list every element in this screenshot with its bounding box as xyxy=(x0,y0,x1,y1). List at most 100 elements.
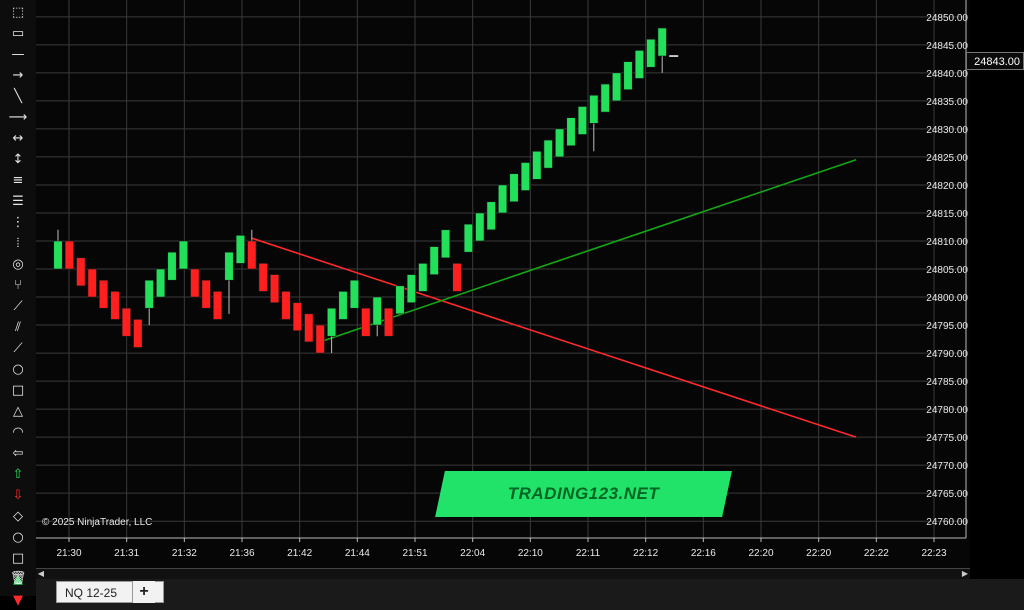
arrow-down-icon[interactable]: ⇩ xyxy=(12,488,24,503)
renko-brick xyxy=(361,307,371,337)
selection-icon[interactable]: ▭ xyxy=(11,26,25,41)
x-tick-label: 21:31 xyxy=(114,548,139,559)
renko-brick xyxy=(384,307,394,337)
rectangle-icon[interactable]: □ xyxy=(11,383,25,398)
add-tab-button[interactable]: + xyxy=(132,581,155,603)
fib-retracement-icon[interactable]: ☰ xyxy=(12,194,24,209)
y-tick-label: 24770.00 xyxy=(926,461,968,472)
renko-brick xyxy=(566,117,576,147)
renko-brick xyxy=(463,223,473,253)
parallel-lines-icon[interactable]: ⫽ xyxy=(15,320,21,335)
renko-brick xyxy=(178,240,188,270)
trendline-down[interactable] xyxy=(251,237,857,438)
renko-brick xyxy=(612,72,622,102)
horizontal-lines-icon[interactable]: ≡ xyxy=(12,173,24,188)
y-tick-label: 24820.00 xyxy=(926,181,968,192)
renko-brick xyxy=(144,279,154,309)
trendlines xyxy=(251,158,857,438)
ellipse-icon[interactable]: ○ xyxy=(12,362,24,377)
y-tick-label: 24780.00 xyxy=(926,405,968,416)
andrews-pitchfork-icon[interactable]: ⑂ xyxy=(14,278,22,293)
time-lines-icon[interactable]: ⦙ xyxy=(16,236,20,251)
renko-brick xyxy=(532,151,542,180)
y-tick-label: 24825.00 xyxy=(926,153,968,164)
trendline-up[interactable] xyxy=(319,158,857,343)
x-tick-label: 21:51 xyxy=(402,548,427,559)
x-tick-label: 22:04 xyxy=(460,548,485,559)
renko-brick xyxy=(133,319,143,348)
renko-brick xyxy=(418,263,428,292)
renko-brick xyxy=(121,307,131,337)
renko-brick xyxy=(429,246,439,275)
ruler-icon[interactable]: ⇦ xyxy=(12,446,24,461)
y-tick-label: 24840.00 xyxy=(926,69,968,80)
triangle-up-icon[interactable]: ▲ xyxy=(13,572,23,587)
arrow-up-icon[interactable]: ⇧ xyxy=(12,467,24,482)
y-tick-label: 24850.00 xyxy=(926,13,968,24)
circle-icon[interactable]: ○ xyxy=(12,530,24,545)
triangle-down-icon[interactable]: ▼ xyxy=(13,593,23,608)
scroll-right-icon[interactable]: ▶ xyxy=(961,569,969,578)
renko-brick xyxy=(349,279,359,309)
dotted-rect-icon[interactable]: ⬚ xyxy=(11,5,25,20)
triangle-icon[interactable]: △ xyxy=(13,404,23,419)
renko-brick xyxy=(543,139,553,169)
renko-brick xyxy=(201,279,211,309)
spiral-icon[interactable]: ◎ xyxy=(12,257,24,272)
renko-brick xyxy=(623,61,633,90)
renko-brick xyxy=(53,240,63,270)
arc-icon[interactable]: ◠ xyxy=(12,425,24,440)
regression-channel-icon[interactable]: ⟋ xyxy=(13,341,23,356)
renko-brick xyxy=(338,291,348,320)
axes: 24850.00 24845.00 24840.00 24835.00 24830.00… xyxy=(36,0,968,559)
x-tick-label: 22:10 xyxy=(518,548,543,559)
diagonal-line-icon[interactable]: ╲ xyxy=(14,89,22,104)
renko-brick xyxy=(600,83,610,113)
ray-icon[interactable]: → xyxy=(12,68,24,83)
x-tick-label: 21:42 xyxy=(287,548,312,559)
renko-brick xyxy=(634,50,644,79)
renko-brick xyxy=(589,94,599,124)
y-tick-label: 24760.00 xyxy=(926,517,968,528)
renko-brick xyxy=(156,268,166,298)
renko-brick xyxy=(475,212,485,242)
brand-text[interactable]: TRADING123.NET xyxy=(507,484,660,503)
vertical-line-icon[interactable]: ↕ xyxy=(12,152,24,167)
arrow-line-icon[interactable]: ⟶ xyxy=(8,110,28,125)
renko-brick xyxy=(304,313,314,343)
gann-fan-icon[interactable]: ⟋ xyxy=(13,299,23,314)
y-tick-label: 24765.00 xyxy=(926,489,968,500)
renko-brick xyxy=(509,173,519,203)
x-tick-label: 21:32 xyxy=(172,548,197,559)
renko-brick xyxy=(486,201,496,231)
scroll-left-icon[interactable]: ◀ xyxy=(37,569,45,578)
x-tick-label: 22:16 xyxy=(691,548,716,559)
renko-brick xyxy=(258,263,268,292)
renko-brick xyxy=(110,291,120,320)
x-tick-label: 22:20 xyxy=(806,548,831,559)
renko-brick xyxy=(224,251,234,281)
renko-brick xyxy=(87,268,97,298)
renko-brick xyxy=(167,251,177,281)
renko-brick xyxy=(270,274,280,303)
trash-icon[interactable]: 🗑 xyxy=(9,571,27,586)
x-tick-label: 21:30 xyxy=(56,548,81,559)
fib-extension-icon[interactable]: ⋮ xyxy=(11,215,25,230)
extended-line-icon[interactable]: ↔ xyxy=(12,131,24,146)
horizontal-scrollbar[interactable]: ◀ ▶ xyxy=(36,568,970,579)
renko-brick xyxy=(577,106,587,135)
square-icon[interactable]: □ xyxy=(11,551,25,566)
line-icon[interactable]: — xyxy=(11,47,25,62)
y-tick-label: 24815.00 xyxy=(926,209,968,220)
renko-brick xyxy=(99,279,109,309)
x-tick-label: 22:20 xyxy=(748,548,773,559)
renko-brick xyxy=(441,229,451,259)
diamond-icon[interactable]: ◇ xyxy=(13,509,23,524)
y-tick-label: 24800.00 xyxy=(926,293,968,304)
renko-brick xyxy=(213,291,223,320)
x-tick-label: 22:22 xyxy=(864,548,889,559)
renko-brick xyxy=(657,27,667,57)
y-tick-label: 24810.00 xyxy=(926,237,968,248)
renko-brick xyxy=(315,324,325,354)
renko-brick xyxy=(520,162,530,191)
